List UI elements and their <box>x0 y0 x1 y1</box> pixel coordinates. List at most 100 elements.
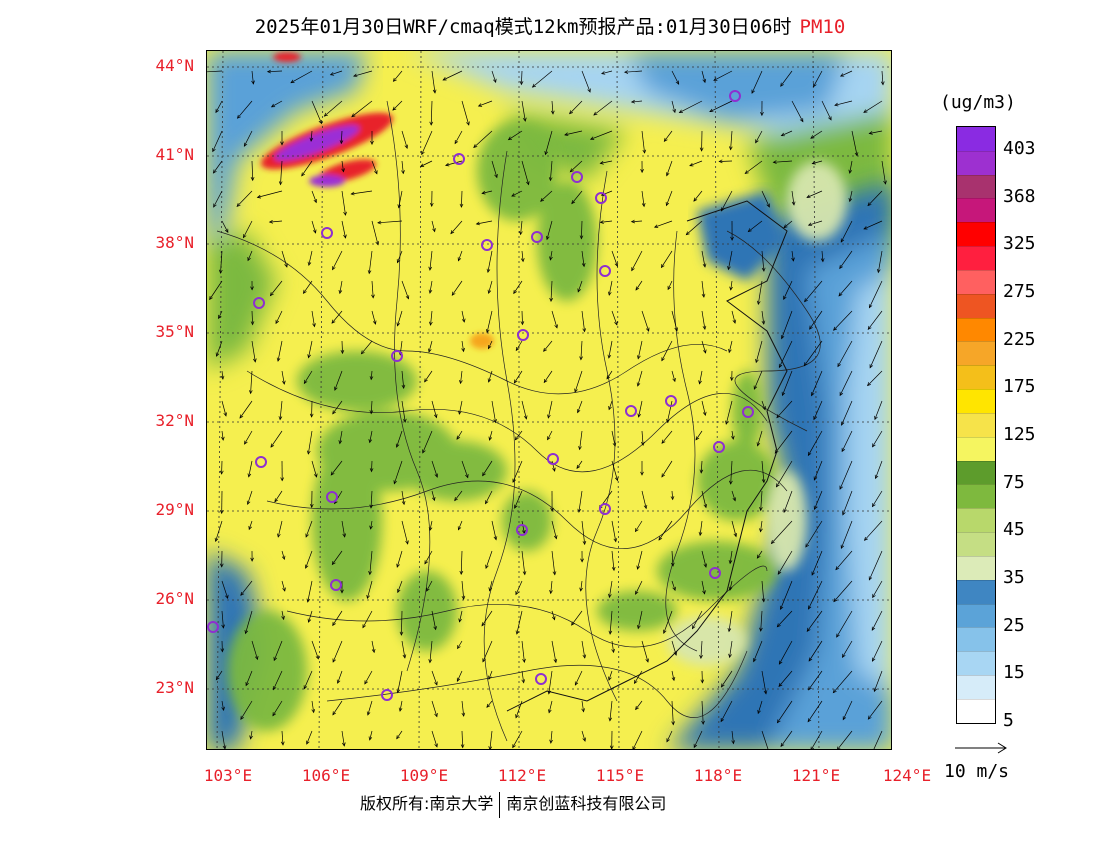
wind-vector-head <box>274 498 279 503</box>
legend-segment <box>957 460 995 485</box>
wind-vector <box>515 340 523 351</box>
wind-vector <box>811 370 823 396</box>
wind-vector-head <box>475 221 480 226</box>
wind-vector-head <box>457 526 462 531</box>
wind-vector <box>548 670 553 694</box>
wind-vector <box>728 610 733 632</box>
wind-vector <box>332 640 343 663</box>
wind-vector <box>635 700 643 710</box>
wind-vector-head <box>872 593 876 599</box>
wind-vector-head <box>863 226 868 230</box>
wind-vector <box>580 580 583 592</box>
wind-vector-head <box>731 740 735 745</box>
wind-vector-head <box>282 587 286 592</box>
wind-vector <box>666 730 673 742</box>
wind-vector <box>442 70 463 81</box>
wind-vector-head <box>698 531 703 537</box>
wind-vector-head <box>665 172 670 177</box>
wind-vector <box>774 430 793 454</box>
wind-vector <box>370 400 373 414</box>
wind-vector <box>776 460 793 487</box>
wind-vector <box>334 370 343 391</box>
wind-vector <box>637 340 643 359</box>
wind-vector <box>805 520 823 548</box>
wind-vector <box>543 370 553 383</box>
wind-vector <box>281 730 284 745</box>
wind-vector <box>551 550 556 575</box>
wind-vector <box>814 490 823 510</box>
wind-vector-head <box>336 679 341 684</box>
wind-vector-head <box>587 88 591 93</box>
wind-vector-head <box>488 587 493 592</box>
wind-vector <box>398 190 403 208</box>
wind-vector <box>601 70 613 75</box>
wind-vector-head <box>580 558 584 563</box>
wind-vector-head <box>581 262 586 268</box>
wind-vector <box>813 400 823 420</box>
legend-segment <box>957 317 995 342</box>
wind-vector-head <box>303 685 308 690</box>
wind-vector-head <box>747 228 752 233</box>
wind-vector <box>813 70 823 87</box>
wind-vector <box>251 160 254 181</box>
legend-segment <box>957 127 995 151</box>
wind-vector <box>821 100 832 121</box>
wind-vector-head <box>219 509 224 515</box>
lon-label-121: 121°E <box>791 766 841 785</box>
wind-vector-head <box>808 686 812 691</box>
wind-vector <box>782 370 793 396</box>
wind-vector-head <box>515 590 519 596</box>
wind-vector-head <box>431 496 436 502</box>
wind-vector-head <box>671 721 675 726</box>
wind-vector <box>550 580 553 594</box>
wind-vector-head <box>836 746 841 749</box>
wind-vector-head <box>369 376 374 381</box>
wind-vector-head <box>623 70 629 74</box>
wind-vector <box>332 250 343 270</box>
wind-vector <box>396 550 403 568</box>
wind-vector-head <box>353 73 358 78</box>
wind-vector <box>838 280 853 297</box>
wind-vector-head <box>778 660 783 665</box>
wind-vector <box>429 640 433 663</box>
wind-vector <box>426 580 433 592</box>
wind-vector-head <box>810 746 814 749</box>
wind-vector <box>237 100 253 119</box>
wind-vector <box>581 640 586 659</box>
legend-segment <box>957 651 995 676</box>
wind-vector-head <box>368 439 373 444</box>
wind-vector-head <box>579 235 584 240</box>
wind-vector-head <box>442 76 447 81</box>
wind-vector <box>834 100 853 106</box>
wind-vector-head <box>368 570 372 576</box>
wind-vector-head <box>445 162 450 167</box>
city-marker <box>321 227 333 239</box>
wind-vector-head <box>783 295 787 301</box>
wind-vector <box>240 580 253 596</box>
wind-vector <box>601 190 613 196</box>
wind-vector <box>267 70 283 73</box>
wind-vector-head <box>515 714 519 719</box>
wind-vector-head <box>371 294 375 299</box>
wind-vector-head <box>820 258 825 263</box>
wind-vector-head <box>842 511 846 516</box>
wind-vector <box>839 460 853 490</box>
wind-vector-head <box>248 390 253 395</box>
wind-vector-head <box>246 500 251 505</box>
wind-vector <box>671 700 674 725</box>
wind-vector <box>458 520 463 530</box>
wind-vector <box>867 190 883 206</box>
wind-vector <box>514 370 523 384</box>
map-panel[interactable] <box>206 50 892 750</box>
wind-vector-head <box>606 375 611 380</box>
wind-vector-head <box>703 349 707 354</box>
wind-vector-head <box>634 527 639 533</box>
wind-vector-head <box>273 656 278 662</box>
wind-vector <box>760 610 763 632</box>
wind-vector-head <box>813 83 817 88</box>
wind-vector <box>488 670 493 680</box>
wind-vector <box>574 670 583 686</box>
wind-vector <box>515 700 523 718</box>
wind-vector <box>367 580 373 599</box>
wind-vector <box>641 130 645 154</box>
